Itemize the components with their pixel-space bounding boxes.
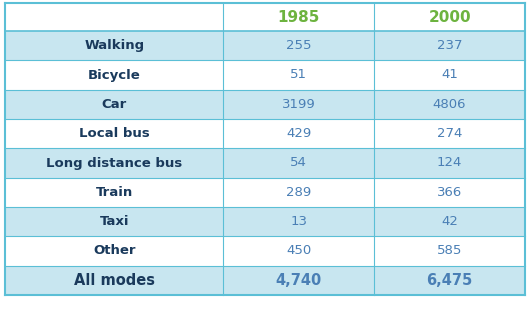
Text: 51: 51 — [290, 69, 307, 82]
Bar — [5, 178, 525, 207]
Text: 1985: 1985 — [278, 9, 320, 25]
Bar — [5, 207, 525, 236]
Bar — [5, 266, 525, 295]
Bar — [5, 60, 525, 90]
Text: 289: 289 — [286, 186, 312, 199]
Text: 3199: 3199 — [282, 98, 316, 111]
Bar — [5, 236, 525, 266]
Text: 41: 41 — [441, 69, 458, 82]
Text: 274: 274 — [437, 127, 462, 140]
Text: Long distance bus: Long distance bus — [46, 156, 182, 169]
Text: 429: 429 — [286, 127, 312, 140]
Bar — [5, 148, 525, 178]
Bar — [5, 3, 525, 31]
Text: Local bus: Local bus — [79, 127, 149, 140]
Text: 4806: 4806 — [433, 98, 466, 111]
Text: 42: 42 — [441, 215, 458, 228]
Text: All modes: All modes — [74, 273, 155, 288]
Text: 2000: 2000 — [428, 9, 471, 25]
Text: Walking: Walking — [84, 39, 144, 52]
Text: Taxi: Taxi — [100, 215, 129, 228]
Text: 237: 237 — [437, 39, 462, 52]
Text: Car: Car — [102, 98, 127, 111]
Bar — [5, 31, 525, 60]
Text: Train: Train — [95, 186, 133, 199]
Text: 4,740: 4,740 — [276, 273, 322, 288]
Text: 585: 585 — [437, 245, 462, 258]
Text: 6,475: 6,475 — [427, 273, 473, 288]
Bar — [5, 90, 525, 119]
Text: 366: 366 — [437, 186, 462, 199]
Text: 450: 450 — [286, 245, 312, 258]
Text: 13: 13 — [290, 215, 307, 228]
Bar — [5, 119, 525, 148]
Text: Bicycle: Bicycle — [88, 69, 140, 82]
Text: 54: 54 — [290, 156, 307, 169]
Text: 255: 255 — [286, 39, 312, 52]
Text: Other: Other — [93, 245, 136, 258]
Text: 124: 124 — [437, 156, 462, 169]
